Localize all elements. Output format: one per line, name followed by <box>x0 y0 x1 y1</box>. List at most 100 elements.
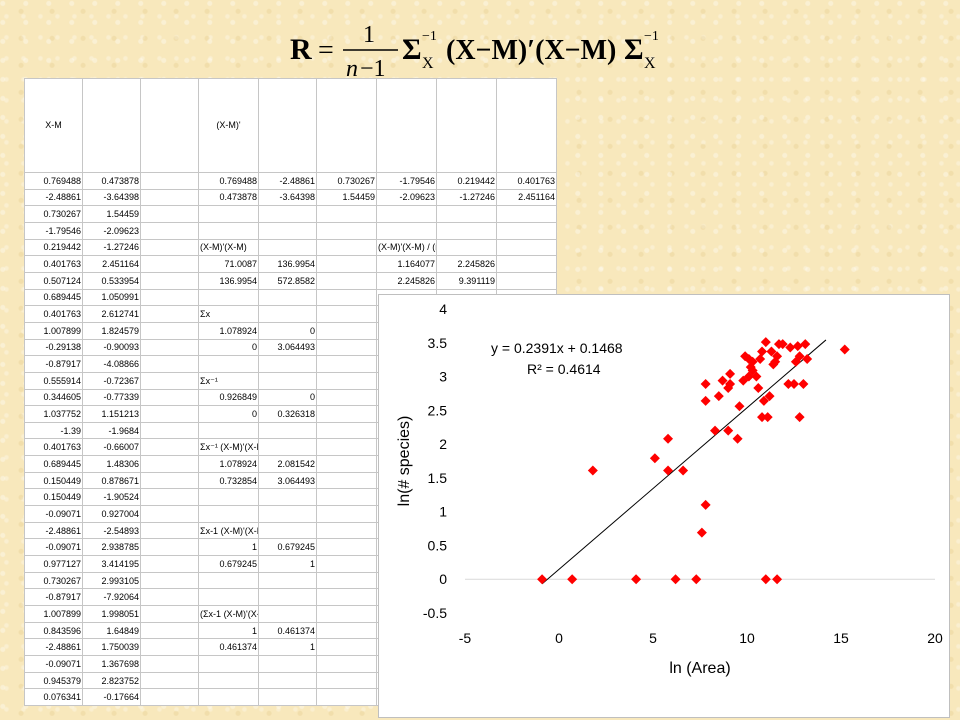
sheet-cell[interactable] <box>316 238 377 257</box>
sheet-cell[interactable] <box>258 521 317 540</box>
sheet-cell[interactable] <box>316 555 377 573</box>
sheet-cell[interactable] <box>316 655 377 673</box>
sheet-cell[interactable] <box>140 621 199 640</box>
sheet-cell[interactable] <box>198 571 259 590</box>
sheet-cell[interactable]: 1.078924 <box>198 321 259 340</box>
sheet-cell[interactable] <box>140 605 199 623</box>
sheet-cell[interactable]: -2.09623 <box>82 221 141 240</box>
sheet-cell[interactable] <box>258 238 317 257</box>
sheet-cell[interactable] <box>436 78 497 173</box>
sheet-cell[interactable] <box>258 505 317 523</box>
sheet-cell[interactable]: 0.326318 <box>258 405 317 423</box>
sheet-cell[interactable]: 2.823752 <box>82 671 141 690</box>
sheet-cell[interactable] <box>198 221 259 240</box>
sheet-cell[interactable] <box>258 671 317 690</box>
sheet-cell[interactable] <box>140 671 199 690</box>
sheet-cell[interactable] <box>316 405 377 423</box>
sheet-cell[interactable]: 0.076341 <box>24 688 83 706</box>
sheet-cell[interactable]: 1.164077 <box>376 255 437 273</box>
sheet-cell[interactable] <box>376 205 437 223</box>
sheet-cell[interactable] <box>496 255 557 273</box>
sheet-cell[interactable] <box>198 488 259 507</box>
sheet-cell[interactable]: 2.451164 <box>496 188 557 207</box>
sheet-cell[interactable] <box>140 205 199 223</box>
sheet-cell[interactable] <box>436 238 497 257</box>
sheet-cell[interactable]: Σx-1 (X-M)'(X-M) / (n-1) Σx-1 <box>198 521 259 540</box>
sheet-cell[interactable] <box>258 488 317 507</box>
sheet-cell[interactable] <box>316 338 377 357</box>
sheet-cell[interactable] <box>198 588 259 607</box>
sheet-cell[interactable]: 0.679245 <box>198 555 259 573</box>
sheet-cell[interactable] <box>140 538 199 557</box>
sheet-cell[interactable] <box>316 438 377 457</box>
sheet-cell[interactable]: 1.007899 <box>24 605 83 623</box>
sheet-cell[interactable]: 572.8582 <box>258 271 317 290</box>
sheet-cell[interactable] <box>140 171 199 190</box>
sheet-cell[interactable] <box>140 488 199 507</box>
sheet-cell[interactable]: Σx⁻¹ (X-M)'(X-M) / (n-1) <box>198 438 259 457</box>
sheet-cell[interactable]: -2.48861 <box>258 171 317 190</box>
sheet-cell[interactable] <box>140 238 199 257</box>
sheet-cell[interactable] <box>316 538 377 557</box>
sheet-cell[interactable] <box>140 421 199 440</box>
sheet-cell[interactable]: 0.473878 <box>82 171 141 190</box>
sheet-cell[interactable]: 2.081542 <box>258 455 317 473</box>
sheet-cell[interactable]: 0.507124 <box>24 271 83 290</box>
sheet-cell[interactable]: -2.48861 <box>24 521 83 540</box>
sheet-cell[interactable] <box>316 321 377 340</box>
sheet-cell[interactable] <box>436 221 497 240</box>
sheet-cell[interactable] <box>436 205 497 223</box>
sheet-cell[interactable]: -0.29138 <box>24 338 83 357</box>
sheet-cell[interactable] <box>316 421 377 440</box>
sheet-cell[interactable]: 0 <box>198 405 259 423</box>
sheet-cell[interactable]: -0.66007 <box>82 438 141 457</box>
sheet-cell[interactable] <box>316 471 377 490</box>
sheet-cell[interactable] <box>140 78 199 173</box>
sheet-cell[interactable] <box>316 78 377 173</box>
sheet-cell[interactable]: 0.977127 <box>24 555 83 573</box>
sheet-cell[interactable] <box>258 655 317 673</box>
sheet-cell[interactable]: 136.9954 <box>258 255 317 273</box>
sheet-cell[interactable] <box>140 438 199 457</box>
sheet-cell[interactable]: 0.926849 <box>198 388 259 407</box>
sheet-cell[interactable] <box>316 271 377 290</box>
sheet-cell[interactable]: 3.414195 <box>82 555 141 573</box>
sheet-cell[interactable]: 0.344605 <box>24 388 83 407</box>
sheet-cell[interactable]: 1 <box>258 555 317 573</box>
sheet-cell[interactable]: 2.451164 <box>82 255 141 273</box>
sheet-cell[interactable]: 0.679245 <box>258 538 317 557</box>
sheet-cell[interactable] <box>258 571 317 590</box>
sheet-cell[interactable] <box>140 355 199 373</box>
sheet-cell[interactable]: 71.0087 <box>198 255 259 273</box>
sheet-cell[interactable]: 2.245826 <box>436 255 497 273</box>
sheet-cell[interactable] <box>140 688 199 706</box>
sheet-cell[interactable]: 0.732854 <box>198 471 259 490</box>
sheet-cell[interactable] <box>258 221 317 240</box>
sheet-cell[interactable]: -1.27246 <box>82 238 141 257</box>
sheet-cell[interactable]: -2.54893 <box>82 521 141 540</box>
sheet-cell[interactable]: 3.064493 <box>258 338 317 357</box>
sheet-cell[interactable] <box>496 221 557 240</box>
sheet-cell[interactable] <box>140 338 199 357</box>
sheet-cell[interactable] <box>376 221 437 240</box>
sheet-cell[interactable]: -0.17664 <box>82 688 141 706</box>
sheet-cell[interactable]: 0.461374 <box>258 621 317 640</box>
sheet-cell[interactable]: 0 <box>198 338 259 357</box>
sheet-cell[interactable] <box>198 655 259 673</box>
sheet-cell[interactable]: -1.79546 <box>376 171 437 190</box>
sheet-cell[interactable] <box>258 688 317 706</box>
sheet-cell[interactable]: (Σx-1 (X-M)'(X-M) / (n-1) Σx-1)² <box>198 605 259 623</box>
sheet-cell[interactable]: -2.48861 <box>24 638 83 657</box>
sheet-cell[interactable]: 0.533954 <box>82 271 141 290</box>
sheet-cell[interactable] <box>496 78 557 173</box>
sheet-cell[interactable] <box>198 421 259 440</box>
sheet-cell[interactable]: 1.64849 <box>82 621 141 640</box>
sheet-cell[interactable]: 0.219442 <box>436 171 497 190</box>
sheet-cell[interactable] <box>316 221 377 240</box>
sheet-cell[interactable]: 0.689445 <box>24 455 83 473</box>
sheet-cell[interactable] <box>258 605 317 623</box>
sheet-cell[interactable] <box>258 371 317 390</box>
sheet-cell[interactable] <box>140 555 199 573</box>
sheet-cell[interactable] <box>316 371 377 390</box>
sheet-cell[interactable] <box>316 521 377 540</box>
